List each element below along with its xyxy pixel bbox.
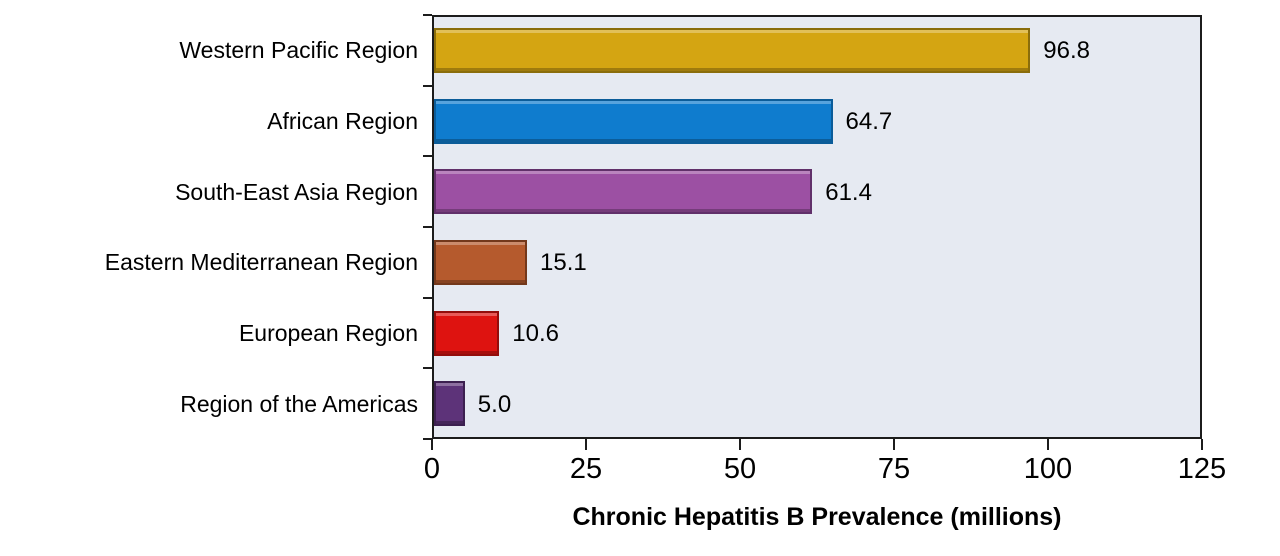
y-axis-tick <box>423 367 432 370</box>
category-label: Region of the Americas <box>180 390 418 417</box>
x-axis-tick <box>585 439 587 450</box>
y-axis-tick <box>423 14 432 16</box>
x-axis-tick-label: 100 <box>1023 453 1073 485</box>
bar-value-label: 96.8 <box>1043 37 1090 65</box>
category-label: European Region <box>238 320 418 346</box>
category-label: African Region <box>267 108 418 134</box>
x-axis-tick-label: 0 <box>423 453 441 485</box>
bar-value-label: 5.0 <box>477 390 512 418</box>
x-axis-tick <box>1047 439 1049 450</box>
x-axis-tick-label: 25 <box>569 453 603 485</box>
x-axis-tick <box>431 439 433 450</box>
category-label: Eastern Mediterranean Region <box>104 249 418 276</box>
bar-magenta <box>434 169 813 215</box>
bar-value-label: 15.1 <box>540 249 587 277</box>
bar-value-label: 61.4 <box>825 178 872 206</box>
category-label: Western Pacific Region <box>179 37 418 64</box>
bar-dark-purple <box>434 381 465 427</box>
y-axis-tick <box>423 226 432 228</box>
bar-blue <box>434 98 833 144</box>
x-axis-tick-label: 75 <box>877 453 911 485</box>
bar-red <box>434 310 500 356</box>
bar-gold <box>434 27 1031 73</box>
x-axis-title: Chronic Hepatitis B Prevalence (millions… <box>572 503 1062 531</box>
y-axis-tick <box>423 296 432 299</box>
x-axis-tick-label: 50 <box>723 453 757 485</box>
x-axis-tick <box>739 439 741 450</box>
y-axis-tick <box>423 155 432 158</box>
x-axis-tick <box>1201 439 1203 450</box>
bar-value-label: 10.6 <box>512 320 559 347</box>
bar-value-label: 64.7 <box>845 108 893 135</box>
x-axis-tick <box>893 439 895 450</box>
plot-area <box>432 15 1202 439</box>
y-axis-tick <box>423 84 432 87</box>
bar-orange <box>434 239 528 285</box>
y-axis-tick <box>423 438 432 440</box>
category-label: South-East Asia Region <box>175 178 418 205</box>
x-axis-tick-label: 125 <box>1177 453 1227 485</box>
